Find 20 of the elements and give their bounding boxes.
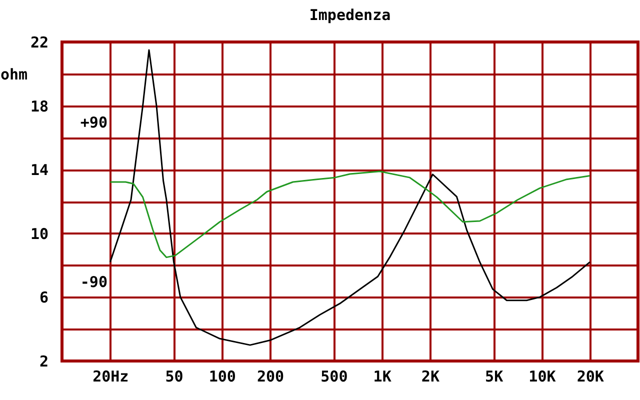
- x-tick-label: 20K: [576, 368, 604, 386]
- y-tick-label: 2: [39, 352, 48, 370]
- x-tick-label: 2K: [421, 368, 440, 386]
- y-axis-title: ohm: [0, 65, 28, 84]
- x-tick-label: 10K: [528, 368, 556, 386]
- x-tick-label: 200: [257, 368, 284, 386]
- x-tick-label: 1K: [373, 368, 392, 386]
- y-tick-label: 10: [30, 224, 48, 243]
- x-tick-label: 5K: [485, 368, 504, 386]
- y-tick-label: 22: [30, 34, 48, 52]
- x-tick-label: 500: [320, 368, 348, 386]
- y-tick-label: 6: [39, 288, 48, 307]
- y-tick-label: 14: [30, 161, 48, 180]
- y-tick-label: 18: [30, 97, 48, 116]
- x-tick-label: 20Hz: [92, 368, 129, 386]
- y2-tick-label: +90: [80, 113, 108, 132]
- y2-tick-label: -90: [80, 272, 108, 291]
- chart-title: Impedenza: [309, 6, 391, 24]
- x-tick-label: 100: [208, 368, 236, 386]
- x-tick-label: 50: [165, 368, 184, 386]
